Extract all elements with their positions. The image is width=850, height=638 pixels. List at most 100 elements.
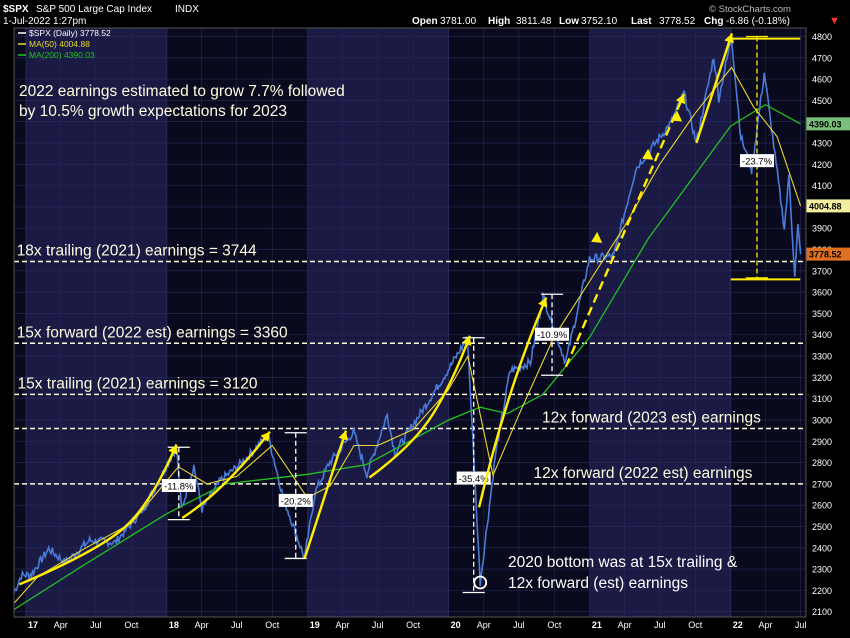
trend-arrow-head: [338, 430, 348, 441]
axis-tag: [806, 117, 850, 131]
drawdown-label: -20.2%: [281, 496, 312, 507]
y-tick-label: 2700: [812, 479, 832, 489]
x-tick-label: Oct: [547, 620, 562, 630]
trend-arrow-head: [671, 110, 683, 122]
headline-line-1: 2022 earnings estimated to grow 7.7% fol…: [19, 83, 345, 100]
drawdown-label-box: [456, 471, 491, 485]
ma50-line: [13, 66, 802, 604]
y-tick-label: 3100: [812, 394, 832, 404]
drawdown-label: -10.9%: [537, 330, 568, 341]
y-tick-label: 2800: [812, 458, 832, 468]
quote-label: Chg: [704, 16, 723, 27]
x-tick-label: Apr: [758, 620, 772, 630]
x-tick-label: 22: [733, 620, 743, 630]
y-tick-label: 2500: [812, 522, 832, 532]
drawdown-label-box: [535, 327, 570, 341]
legend-entry: MA(200) 4390.03: [29, 50, 95, 60]
quote-value: -6.86 (-0.18%): [726, 16, 790, 27]
y-tick-label: 3700: [812, 266, 832, 276]
x-tick-label: Apr: [54, 620, 68, 630]
watermark: © StockCharts.com: [709, 4, 791, 15]
y-tick-label: 4600: [812, 75, 832, 85]
legend-entry: MA(50) 4004.88: [29, 39, 90, 49]
y-tick-label: 2100: [812, 607, 832, 617]
quote-label: Low: [559, 16, 579, 27]
legend-entry: $SPX (Daily) 3778.52: [29, 28, 111, 38]
bottom-note-line-2: 12x forward (est) earnings: [508, 575, 688, 592]
y-tick-label: 4500: [812, 96, 832, 106]
drawdown-label: -11.8%: [164, 481, 194, 492]
quote-value: 3781.00: [440, 16, 477, 27]
y-tick-label: 4300: [812, 139, 832, 149]
quote-value: 3752.10: [581, 16, 618, 27]
x-tick-label: Oct: [688, 620, 703, 630]
quote-label: Open: [412, 16, 438, 27]
y-tick-label: 4200: [812, 160, 832, 170]
x-tick-label: 17: [28, 620, 38, 630]
trend-arrow-head: [168, 444, 178, 455]
axis-tag-label: 3778.52: [809, 250, 842, 260]
reference-line-label: 15x forward (2022 est) earnings = 3360: [17, 324, 288, 341]
y-tick-label: 2900: [812, 437, 832, 447]
trend-arrow-head: [675, 94, 686, 105]
reference-line-label: 12x forward (2023 est) earnings: [542, 409, 761, 426]
trend-arrow-line: [564, 93, 686, 368]
year-band: [307, 28, 449, 617]
bottom-note-line-1: 2020 bottom was at 15x trailing &: [508, 554, 738, 571]
x-tick-label: 20: [451, 620, 461, 630]
x-tick-label: Jul: [372, 620, 384, 630]
x-tick-label: Apr: [477, 620, 491, 630]
x-tick-label: Apr: [195, 620, 209, 630]
quote-value: 3811.48: [516, 16, 552, 27]
y-tick-label: 3500: [812, 309, 832, 319]
y-tick-label: 4700: [812, 53, 832, 63]
y-tick-label: 4800: [812, 32, 832, 42]
quote-label: Last: [631, 16, 652, 27]
year-band: [25, 28, 167, 617]
drawdown-label-box: [278, 493, 313, 507]
axis-tag-label: 4390.03: [809, 119, 842, 129]
trend-arrow-line: [477, 296, 548, 508]
axis-tag: [806, 247, 850, 261]
ma200-line: [13, 103, 801, 611]
index-name: S&P 500 Large Cap Index: [36, 4, 152, 15]
trend-arrow-head: [724, 33, 734, 44]
drawdown-label: -23.7%: [742, 157, 773, 168]
down-arrow-icon: ▼: [829, 15, 840, 27]
trend-arrow-line: [303, 430, 348, 559]
quote-value: 3778.52: [659, 16, 696, 27]
y-tick-label: 2200: [812, 586, 832, 596]
x-tick-label: Jul: [231, 620, 243, 630]
year-band: [589, 28, 731, 617]
x-tick-label: Jul: [90, 620, 102, 630]
reference-line-label: 12x forward (2022 est) earnings: [534, 465, 753, 482]
axis-tag-label: 4004.88: [809, 201, 842, 211]
x-tick-label: Apr: [618, 620, 632, 630]
exchange: INDX: [175, 4, 199, 15]
x-tick-label: 18: [169, 620, 179, 630]
drawdown-label-box: [739, 154, 774, 168]
trend-arrow-head: [462, 335, 472, 346]
plot-border: [13, 27, 807, 618]
y-tick-label: 3200: [812, 373, 832, 383]
quote-date: 1-Jul-2022 1:27pm: [3, 16, 86, 27]
drawdown-label: -35.4%: [459, 474, 490, 485]
x-tick-label: 21: [592, 620, 602, 630]
x-tick-label: Apr: [335, 620, 349, 630]
trend-arrow-head: [260, 431, 270, 442]
y-tick-label: 2300: [812, 565, 832, 575]
trend-arrow-head: [591, 231, 603, 243]
x-tick-label: Jul: [654, 620, 666, 630]
axis-tag: [806, 199, 850, 213]
headline-line-2: by 10.5% growth expectations for 2023: [19, 103, 287, 120]
drawdown-label-box: [161, 478, 196, 492]
header-band: [0, 0, 850, 28]
x-tick-label: Oct: [265, 620, 280, 630]
y-tick-label: 3600: [812, 288, 832, 298]
x-tick-label: Jul: [513, 620, 525, 630]
bottom-marker-circle: [473, 575, 488, 590]
y-tick-label: 3400: [812, 330, 832, 340]
x-tick-label: Oct: [406, 620, 421, 630]
